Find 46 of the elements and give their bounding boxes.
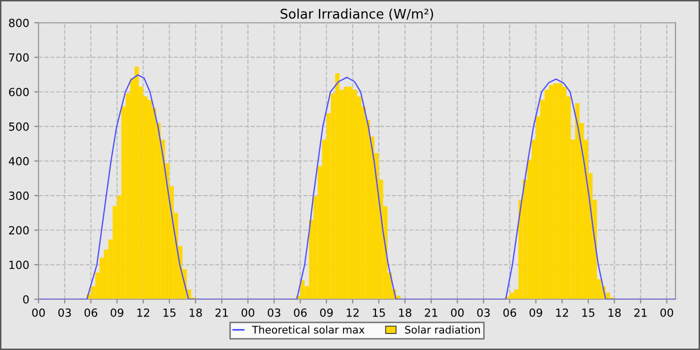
x-tick-label: 03 [58,308,71,317]
x-tick-label: 21 [215,308,228,317]
x-tick-label: 12 [137,308,150,317]
x-tick-label: 18 [190,308,202,317]
x-tick-label: 15 [164,308,176,317]
y-tick-label: 800 [9,18,29,28]
x-tick-label: 12 [556,308,568,317]
legend-label: Theoretical solar max [252,326,364,334]
x-tick-label: 03 [477,308,490,317]
x-tick-label: 18 [608,308,621,317]
x-tick-label: 09 [110,308,124,317]
bar [548,84,554,300]
bar [134,66,139,300]
x-tick-label: 09 [530,308,542,317]
x-tick-label: 06 [84,308,98,317]
chart-title: Solar Irradiance (W/m²) [280,8,434,20]
bar [344,86,348,300]
bar [348,86,353,300]
x-tick-label: 21 [634,308,647,317]
x-tick-label: 06 [503,308,516,317]
y-tick-label: 100 [9,260,29,270]
y-tick-label: 500 [9,122,29,131]
x-tick-label: 09 [320,308,333,317]
bar [575,103,580,300]
bar [510,292,514,300]
x-tick-label: 15 [372,308,385,317]
x-tick-label: 21 [424,308,438,317]
x-tick-label: 12 [346,308,359,317]
y-tick-label: 200 [9,226,29,235]
x-tick-label: 00 [32,308,45,317]
x-tick-label: 18 [399,308,412,317]
x-tick-label: 00 [660,308,674,317]
x-tick-label: 15 [582,308,594,317]
x-tick-label: 00 [451,308,464,317]
bar [553,83,558,300]
bar [335,73,340,300]
legend-label: Solar radiation [405,326,480,334]
x-tick-label: 03 [268,308,280,317]
x-tick-label: 00 [242,308,254,317]
y-tick-label: 400 [8,156,29,166]
y-tick-label: 700 [9,53,29,62]
y-tick-label: 300 [9,192,29,200]
y-tick-label: 600 [9,88,29,96]
x-tick-label: 06 [294,308,307,317]
y-tick-label: 0 [23,295,29,304]
bar [558,83,562,300]
